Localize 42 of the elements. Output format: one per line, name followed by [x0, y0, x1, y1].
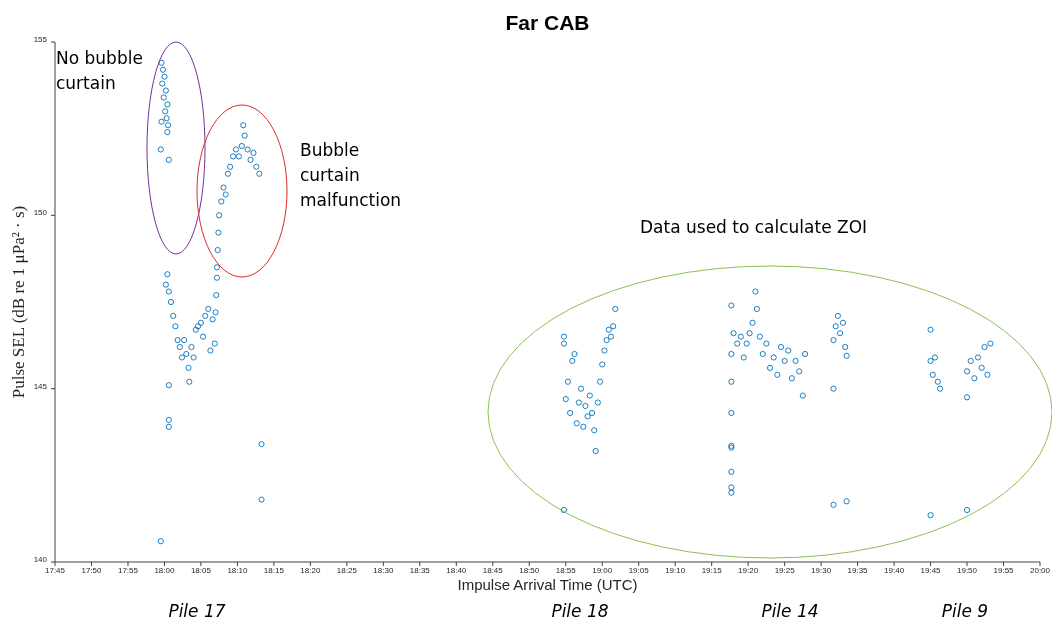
y-tick-label: 155	[33, 34, 48, 44]
y-tick-label: 150	[33, 208, 48, 218]
x-tick-label: 19:45	[920, 565, 942, 575]
x-tick-label: 18:25	[336, 565, 358, 575]
x-axis-title: Impulse Arrival Time (UTC)	[457, 576, 638, 593]
chart-title: Far CAB	[505, 11, 590, 34]
x-tick-label: 19:50	[957, 565, 978, 575]
y-tick-label: 145	[33, 381, 48, 391]
x-tick-label: 18:45	[482, 565, 504, 575]
text: Pile 17	[168, 601, 226, 621]
text: Pile 18	[551, 601, 609, 621]
x-tick-label: 19:20	[738, 565, 759, 575]
x-tick-label: 18:10	[227, 565, 248, 575]
x-tick-label: 17:45	[44, 565, 66, 575]
x-tick-label: 19:55	[993, 565, 1015, 575]
text: Pile 9	[941, 601, 989, 621]
x-tick-label: 18:40	[446, 565, 467, 575]
x-tick-label: 19:40	[884, 565, 905, 575]
x-tick-label: 18:55	[555, 565, 577, 575]
x-tick-label: 17:50	[81, 565, 103, 575]
text: Pile 14	[761, 601, 819, 621]
x-tick-label: 18:20	[300, 565, 321, 575]
annotation: Bubble curtain malfunction	[300, 140, 402, 210]
x-tick-label: 18:00	[154, 565, 175, 575]
x-tick-label: 19:00	[592, 565, 613, 575]
annotation: No bubble curtain	[56, 48, 143, 93]
x-tick-label: 19:25	[774, 565, 796, 575]
annotation: Data used to calculate ZOI	[640, 217, 868, 237]
x-tick-label: 18:30	[373, 565, 394, 575]
x-tick-label: 17:55	[117, 565, 139, 575]
x-tick-label: 19:10	[665, 565, 686, 575]
x-tick-label: 20:00	[1029, 565, 1051, 575]
x-tick-label: 19:05	[628, 565, 650, 575]
y-axis-title: Pulse SEL (dB re 1 μPa² · s)	[9, 205, 28, 399]
x-tick-label: 18:50	[519, 565, 540, 575]
x-tick-label: 18:35	[409, 565, 431, 575]
x-tick-label: 18:15	[263, 565, 285, 575]
x-tick-label: 19:35	[847, 565, 869, 575]
x-tick-label: 19:15	[701, 565, 723, 575]
y-tick-label: 140	[33, 554, 48, 564]
x-tick-label: 19:30	[811, 565, 832, 575]
x-tick-label: 18:05	[190, 565, 212, 575]
